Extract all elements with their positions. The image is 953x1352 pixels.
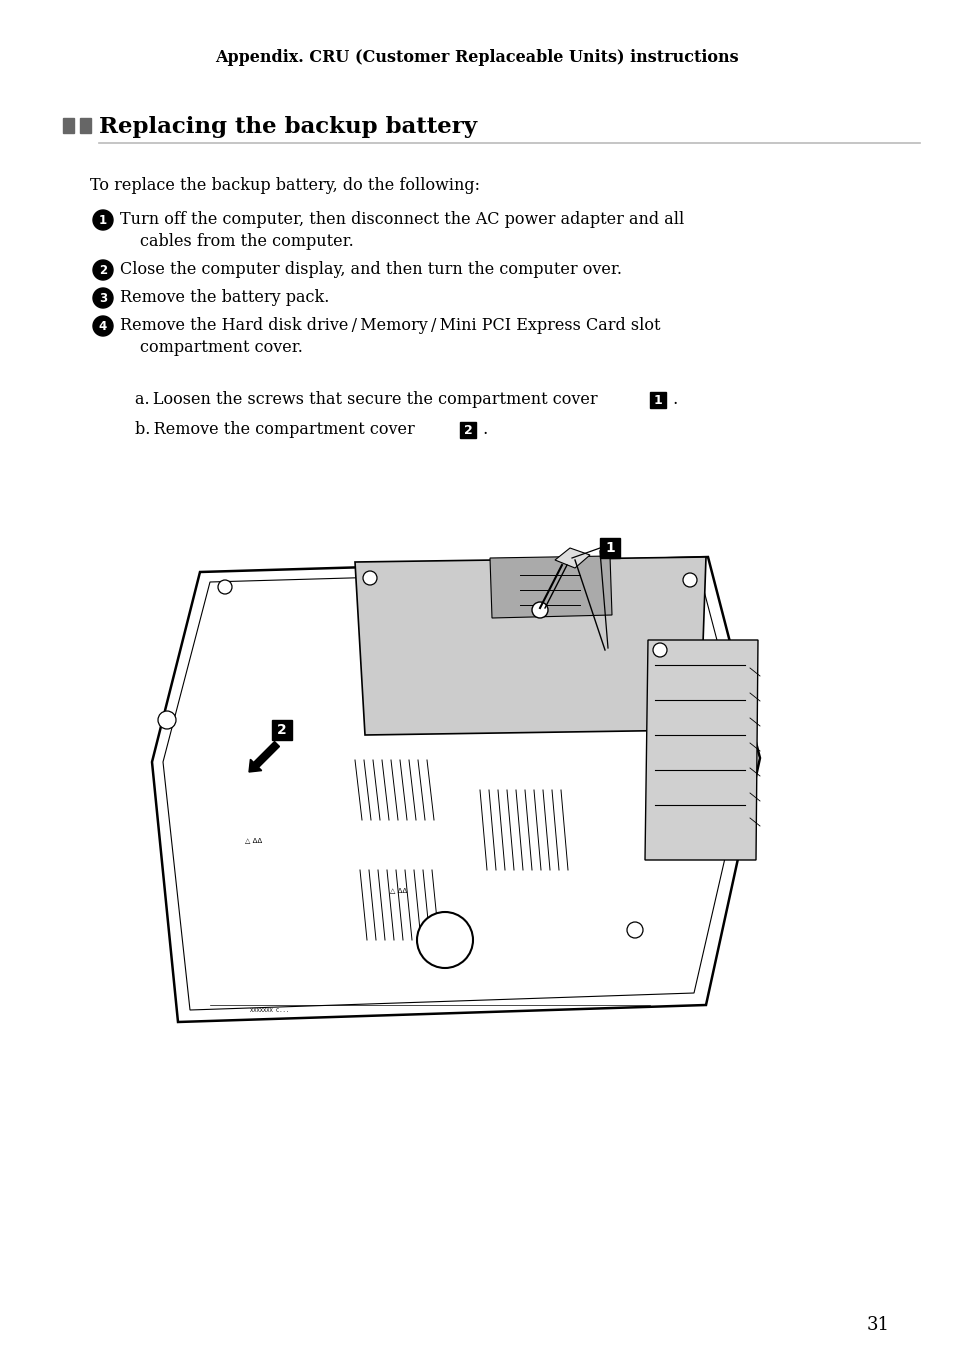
Circle shape: [92, 210, 112, 230]
Text: 1: 1: [604, 541, 615, 556]
Text: △ ΔΔ: △ ΔΔ: [390, 887, 407, 894]
Circle shape: [682, 573, 697, 587]
FancyBboxPatch shape: [272, 721, 292, 740]
Text: 1: 1: [99, 214, 107, 227]
Text: 3: 3: [99, 292, 107, 304]
Circle shape: [92, 316, 112, 337]
Text: 2: 2: [276, 723, 287, 737]
Text: cables from the computer.: cables from the computer.: [140, 234, 354, 250]
Bar: [80, 118, 91, 132]
Text: b. Remove the compartment cover: b. Remove the compartment cover: [135, 422, 415, 438]
Text: 1: 1: [653, 393, 661, 407]
Text: 4: 4: [99, 319, 107, 333]
Polygon shape: [152, 557, 760, 1022]
FancyArrow shape: [249, 741, 279, 772]
FancyBboxPatch shape: [459, 422, 476, 438]
Circle shape: [158, 711, 175, 729]
Circle shape: [652, 644, 666, 657]
Text: .: .: [477, 422, 488, 438]
Bar: [63, 118, 74, 132]
FancyBboxPatch shape: [599, 538, 619, 558]
Circle shape: [626, 922, 642, 938]
Text: Replacing the backup battery: Replacing the backup battery: [99, 116, 476, 138]
Circle shape: [92, 288, 112, 308]
Text: To replace the backup battery, do the following:: To replace the backup battery, do the fo…: [90, 177, 479, 193]
Text: compartment cover.: compartment cover.: [140, 339, 302, 357]
Text: △ ΔΔ: △ ΔΔ: [245, 837, 262, 844]
Circle shape: [532, 602, 547, 618]
Polygon shape: [355, 557, 705, 735]
Circle shape: [416, 913, 473, 968]
Text: 2: 2: [463, 423, 472, 437]
Text: .: .: [667, 392, 678, 408]
Text: Remove the Hard disk drive / Memory / Mini PCI Express Card slot: Remove the Hard disk drive / Memory / Mi…: [120, 318, 659, 334]
Text: XXXXXXX C...: XXXXXXX C...: [250, 1007, 289, 1013]
Text: Appendix. CRU (Customer Replaceable Units) instructions: Appendix. CRU (Customer Replaceable Unit…: [215, 50, 738, 66]
Circle shape: [363, 571, 376, 585]
Text: Close the computer display, and then turn the computer over.: Close the computer display, and then tur…: [120, 261, 621, 279]
Text: Turn off the computer, then disconnect the AC power adapter and all: Turn off the computer, then disconnect t…: [120, 211, 683, 228]
FancyBboxPatch shape: [649, 392, 665, 408]
Text: 31: 31: [865, 1315, 888, 1334]
Text: 2: 2: [99, 264, 107, 277]
Text: a. Loosen the screws that secure the compartment cover: a. Loosen the screws that secure the com…: [135, 392, 597, 408]
Text: Remove the battery pack.: Remove the battery pack.: [120, 289, 329, 307]
Circle shape: [92, 260, 112, 280]
Polygon shape: [490, 556, 612, 618]
Circle shape: [218, 580, 232, 594]
Polygon shape: [644, 639, 758, 860]
Polygon shape: [555, 548, 589, 568]
